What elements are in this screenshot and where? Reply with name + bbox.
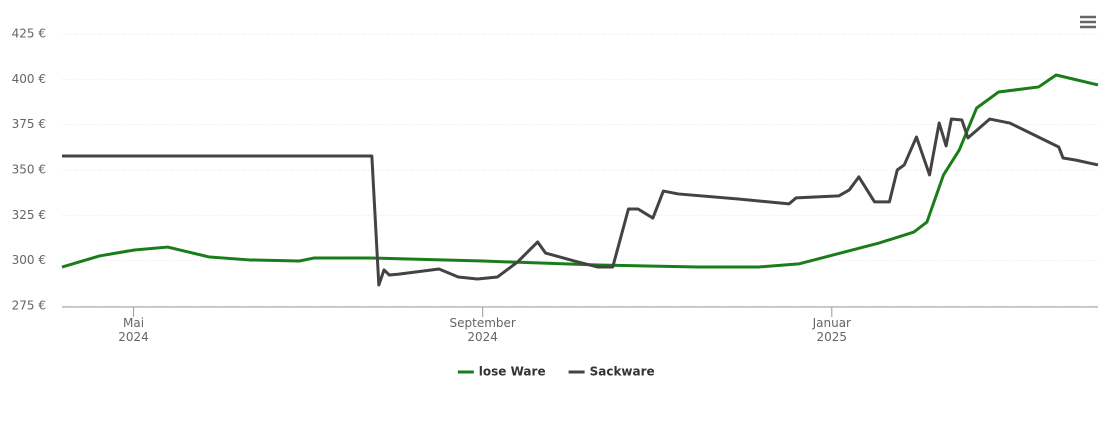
legend-item[interactable]: lose Ware xyxy=(457,365,546,379)
y-tick-label: 300 € xyxy=(12,253,46,267)
y-tick-label: 350 € xyxy=(12,163,46,177)
legend-item[interactable]: Sackware xyxy=(568,365,655,379)
series-line xyxy=(62,117,1099,287)
y-tick-label: 275 € xyxy=(12,299,46,313)
legend-text: lose Ware xyxy=(479,365,546,379)
x-tick-label: Mai 2024 xyxy=(118,316,149,344)
x-tick-label: Januar 2025 xyxy=(812,316,851,344)
y-tick-label: 425 € xyxy=(12,27,46,41)
menu-button[interactable] xyxy=(1078,14,1098,32)
x-tick-label: September 2024 xyxy=(450,316,516,344)
legend-text: Sackware xyxy=(590,365,655,379)
y-tick-label: 400 € xyxy=(12,72,46,86)
y-tick-label: 325 € xyxy=(12,208,46,222)
y-tick-label: 375 € xyxy=(12,117,46,131)
series-line xyxy=(61,73,1099,269)
